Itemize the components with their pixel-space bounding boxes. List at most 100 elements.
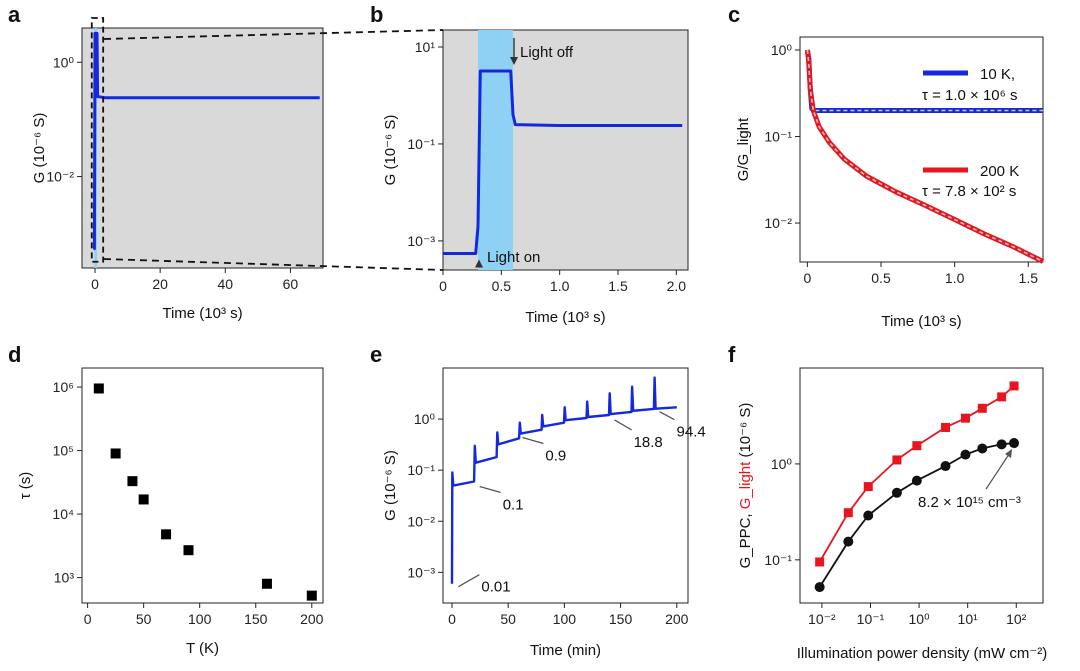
data-point [997,392,1007,402]
x-tick-label: 200 [300,611,324,627]
light-on-arrowhead [475,259,483,268]
data-point [306,590,317,601]
x-tick-label: 40 [218,276,234,292]
annotation-arrow [659,411,675,421]
data-point [977,403,987,413]
x-tick-label: 2.0 [667,278,687,294]
data-point [843,536,854,547]
y-tick-label: 10⁰ [771,456,793,472]
x-axis-label: Time (min) [530,642,601,659]
y-tick-label: 10⁻² [407,513,435,529]
legend-10k-detail: τ = 1.0 × 10⁶ s [922,87,1018,104]
panel-label-e: e [370,342,382,367]
x-axis-label: Time (10³ s) [881,313,961,330]
x-axis-label: T (K) [186,640,219,657]
light-window [478,30,513,270]
annotation-arrowhead [1005,449,1013,459]
y-tick-label: 10¹ [415,39,436,55]
panel-label-f: f [728,342,736,367]
series-line [818,385,1015,563]
panel-e: 0 50 100 150 200 10⁻³ 10⁻² 10⁻¹ 10⁰ [407,367,689,627]
light-off-label: Light off [520,44,574,61]
power-label: 0.01 [481,579,510,596]
data-point [960,449,971,460]
plot-frame [799,36,1044,263]
y-axis-label: G (10⁻⁶ S) [382,450,399,521]
data-point [843,508,853,518]
plot-frame [81,27,324,269]
data-point [977,443,988,454]
y-tick-label: 10⁻¹ [764,129,792,145]
data-point [1009,438,1020,449]
panel-d: 0 50 100 150 200 10³ 10⁴ 10⁵ 10⁶ [52,367,324,627]
data-point [912,441,922,451]
annotation-arrow [614,419,632,431]
data-point [892,455,902,465]
y-axis-label: G (10⁻⁶ S) [31,113,48,184]
y-axis-label: G/G_light [735,117,752,181]
x-tick-label: 0 [448,611,456,627]
power-label: 18.8 [634,434,663,451]
zoom-connectors [103,29,444,271]
x-tick-label: 1.0 [945,270,965,286]
y-axis-label: G_PPC, G_light (10⁻⁶ S) [737,403,754,569]
x-tick-label: 0.5 [871,270,891,286]
power-label: 94.4 [677,424,706,441]
y-axis-label: τ (s) [17,472,34,500]
y-tick-label: 10⁰ [771,42,793,58]
y-tick-label: 10⁻² [764,215,792,231]
x-tick-label: 1.0 [550,278,570,294]
plot-frame [81,367,324,604]
legend-10k-name: 10 K, [980,66,1015,83]
legend-200k-detail: τ = 7.8 × 10² s [922,183,1016,200]
data-point [911,475,922,486]
data-point [110,448,121,459]
series-line [450,376,677,584]
plot-frame [442,367,689,604]
x-tick-label: 10⁰ [908,611,930,627]
data-point [940,461,951,472]
data-point [138,494,149,505]
data-point [891,487,902,498]
plot-frame [799,367,1044,604]
data-point [863,482,873,492]
data-point [93,383,104,394]
x-tick-label: 50 [136,611,152,627]
panel-c: 0 0.5 1.0 1.5 10⁻² 10⁻¹ 10⁰ [764,36,1045,286]
x-tick-label: 10² [1006,611,1027,627]
data-point [127,476,138,487]
zoom-line [103,258,444,271]
series-line [443,69,683,255]
panel-b: 0 0.5 1.0 1.5 2.0 10⁻³ 10⁻¹ 10¹ [407,29,689,294]
panel-label-c: c [728,2,740,27]
zoom-line [103,29,444,40]
annotation-arrow [522,436,544,445]
x-tick-label: 150 [244,611,268,627]
panel-label-b: b [370,2,383,27]
x-tick-label: 100 [553,611,577,627]
annotation-arrow [985,450,1012,490]
x-tick-label: 10⁻² [808,611,836,627]
series-line [818,442,1015,588]
data-point [941,422,951,432]
x-axis-label: Time (10³ s) [525,309,605,326]
power-label: 0.9 [545,447,566,464]
x-tick-label: 0.5 [492,278,512,294]
y-label-unit: (10⁻⁶ S) [737,403,754,462]
x-tick-label: 10¹ [958,611,979,627]
y-tick-label: 10⁻¹ [407,136,435,152]
x-tick-label: 200 [665,611,689,627]
density-label: 8.2 × 10¹⁵ cm⁻³ [918,494,1021,511]
data-point [960,413,970,423]
y-axis-label: G (10⁻⁶ S) [382,115,399,186]
data-point [161,529,172,540]
fit-line [806,49,1044,263]
fit-line [806,49,1043,112]
x-tick-label: 0 [84,611,92,627]
x-tick-label: 1.5 [1019,270,1039,286]
x-tick-label: 100 [188,611,212,627]
y-tick-label: 10³ [54,570,75,586]
x-axis-label: Time (10³ s) [162,305,242,322]
series-line [92,31,320,251]
y-tick-label: 10⁻¹ [764,552,792,568]
